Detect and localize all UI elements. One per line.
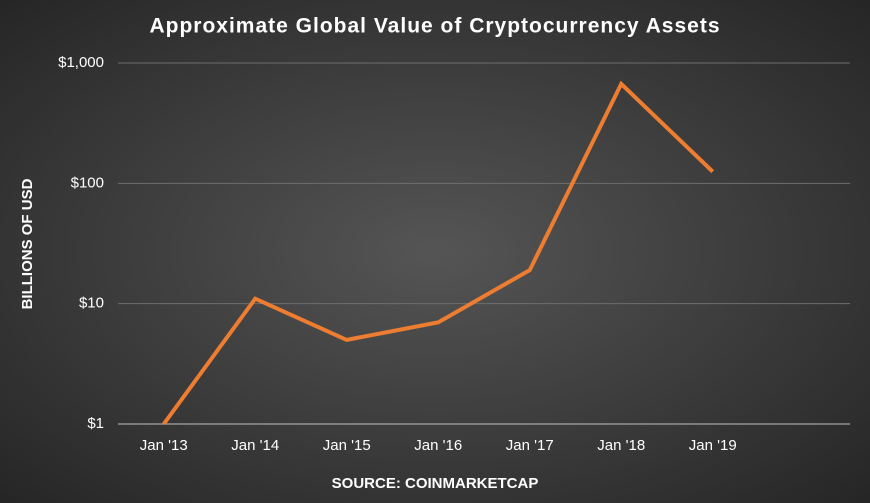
y-tick-label: $1 — [87, 415, 104, 432]
y-axis-title: BILLIONS OF USD — [19, 178, 36, 309]
chart-title: Approximate Global Value of Cryptocurren… — [149, 15, 720, 38]
y-tick-label: $10 — [79, 295, 104, 312]
x-tick-label: Jan '14 — [231, 437, 279, 454]
y-tick-label: $100 — [71, 174, 104, 191]
x-axis-title: SOURCE: COINMARKETCAP — [332, 475, 539, 492]
x-tick-label: Jan '19 — [689, 437, 737, 454]
x-tick-label: Jan '17 — [506, 437, 554, 454]
data-line — [162, 80, 715, 426]
y-tick-label: $1,000 — [58, 54, 104, 71]
x-tick-label: Jan '13 — [140, 437, 188, 454]
x-tick-label: Jan '15 — [323, 437, 371, 454]
x-tick-label: Jan '16 — [414, 437, 462, 454]
x-tick-label: Jan '18 — [597, 437, 645, 454]
